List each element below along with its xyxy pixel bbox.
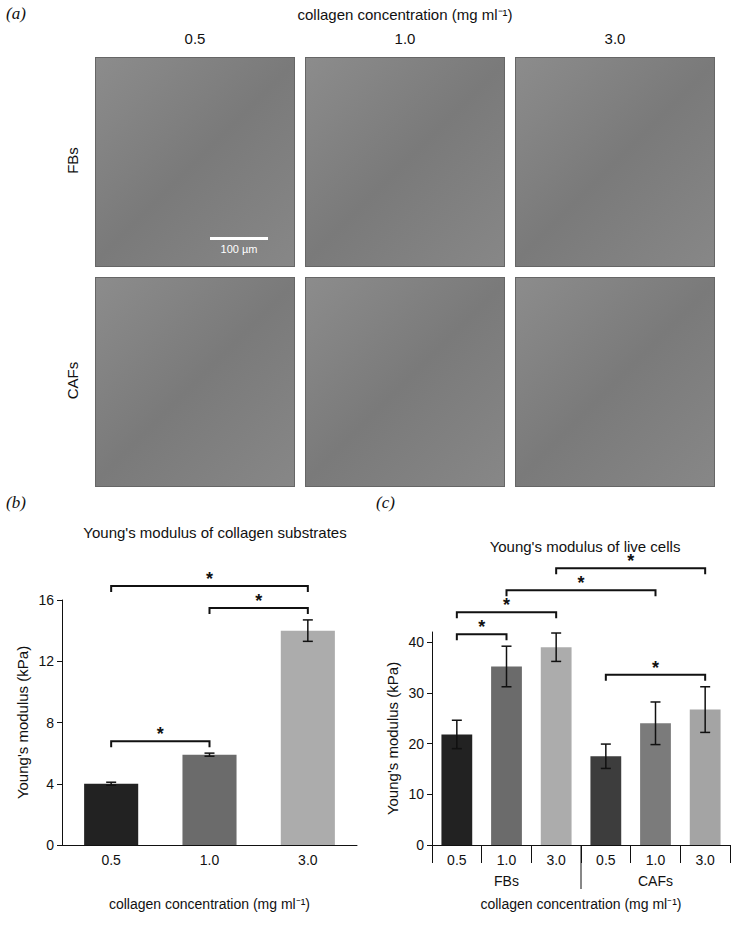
html-text:0.5: 0.5 — [184, 30, 206, 47]
svg-text:0.5: 0.5 — [447, 852, 467, 868]
html-text:CAFs: CAFs — [63, 361, 81, 400]
svg-text:(b): (b) — [6, 493, 26, 512]
svg-text:0.5: 0.5 — [596, 852, 616, 868]
svg-text:*: * — [157, 724, 164, 744]
svg-text:3.0: 3.0 — [298, 852, 318, 868]
svg-text:4: 4 — [46, 776, 54, 792]
svg-text:Young's modulus (kPa): Young's modulus (kPa) — [14, 646, 31, 799]
html-text:(a): (a) — [6, 4, 26, 23]
svg-text:*: * — [652, 658, 659, 678]
svg-text:CAFs: CAFs — [638, 873, 673, 889]
svg-text:1.0: 1.0 — [200, 852, 220, 868]
svg-text:0: 0 — [46, 837, 54, 853]
html-text:collagen concentration (mg ml⁻: collagen concentration (mg ml⁻¹) — [297, 6, 513, 23]
svg-text:0.5: 0.5 — [101, 852, 121, 868]
svg-text:20: 20 — [408, 736, 424, 752]
svg-text:40: 40 — [408, 634, 424, 650]
svg-text:collagen concentration (mg ml⁻: collagen concentration (mg ml⁻¹) — [109, 896, 310, 912]
svg-text:1.0: 1.0 — [497, 852, 517, 868]
svg-text:1.0: 1.0 — [646, 852, 666, 868]
svg-text:3.0: 3.0 — [546, 852, 566, 868]
svg-text:0: 0 — [416, 837, 424, 853]
svg-text:*: * — [478, 617, 485, 637]
svg-text:3.0: 3.0 — [695, 852, 715, 868]
svg-text:(c): (c) — [376, 493, 395, 512]
svg-text:FBs: FBs — [494, 873, 519, 889]
svg-text:8: 8 — [46, 715, 54, 731]
svg-text:*: * — [255, 591, 262, 611]
html-text:3.0: 3.0 — [604, 30, 626, 47]
svg-text:*: * — [503, 595, 510, 615]
svg-text:10: 10 — [408, 786, 424, 802]
svg-text:collagen concentration (mg ml⁻: collagen concentration (mg ml⁻¹) — [480, 896, 681, 912]
svg-text:30: 30 — [408, 685, 424, 701]
svg-text:16: 16 — [38, 592, 54, 608]
svg-text:*: * — [206, 569, 213, 589]
html-text:1.0: 1.0 — [394, 30, 416, 47]
html-text:FBs: FBs — [63, 147, 81, 174]
svg-text:Young's modulus of collagen su: Young's modulus of collagen substrates — [83, 524, 346, 541]
svg-text:Young's modulus (kPa): Young's modulus (kPa) — [384, 662, 401, 815]
svg-text:12: 12 — [38, 653, 54, 669]
html-text:100 µm: 100 µm — [220, 243, 258, 255]
svg-text:Young's modulus of live cells: Young's modulus of live cells — [490, 538, 681, 555]
svg-text:*: * — [577, 573, 584, 593]
